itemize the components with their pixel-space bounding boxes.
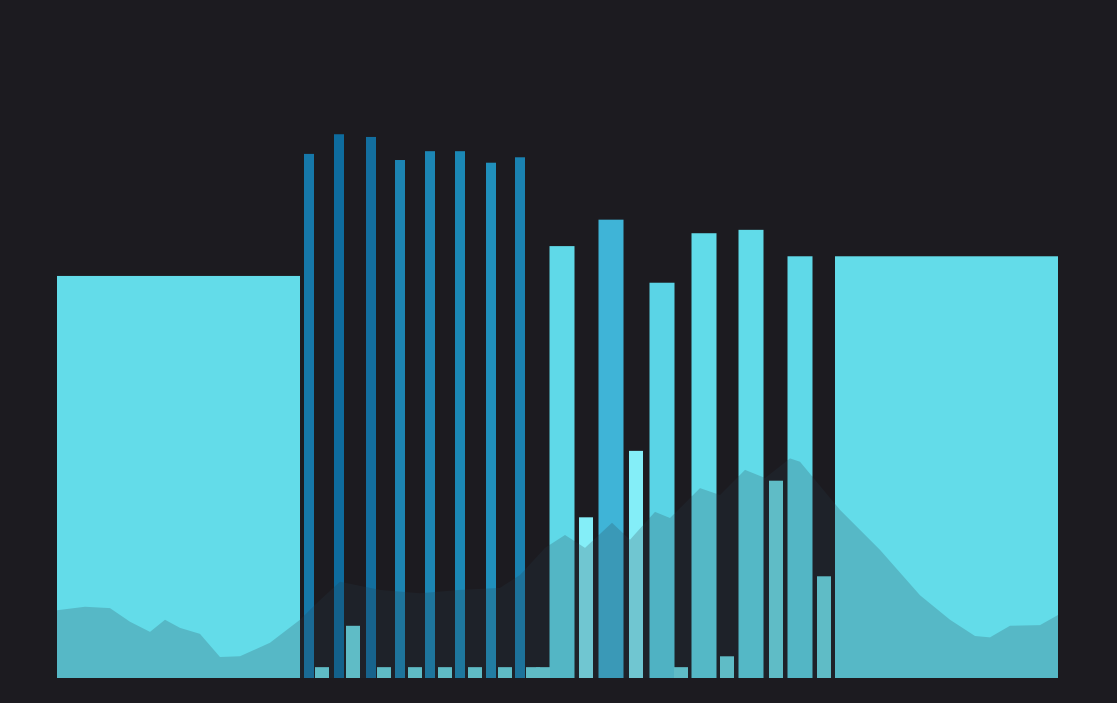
bar <box>835 256 1058 678</box>
bar <box>315 667 329 678</box>
bar <box>720 656 734 678</box>
bar <box>455 151 465 679</box>
bar <box>598 219 624 678</box>
bar <box>438 667 452 678</box>
bar <box>674 667 688 678</box>
bar <box>377 667 391 678</box>
bar <box>691 233 717 678</box>
bar <box>629 450 643 678</box>
bar <box>304 153 314 678</box>
bar <box>346 625 360 678</box>
bar <box>57 275 300 678</box>
bar <box>486 162 496 679</box>
bar <box>515 157 525 678</box>
bar <box>468 667 482 678</box>
bar <box>536 667 550 678</box>
bar <box>579 517 593 678</box>
bar <box>649 282 675 678</box>
bar <box>366 136 376 678</box>
bar <box>408 667 422 678</box>
bar <box>549 246 575 678</box>
bar <box>738 229 764 679</box>
bar <box>334 134 344 678</box>
bar <box>817 576 831 678</box>
bar <box>425 151 435 679</box>
area <box>57 458 1058 678</box>
bar <box>787 256 813 678</box>
bar <box>498 667 512 678</box>
bar <box>395 160 405 678</box>
bar <box>769 480 783 678</box>
bar <box>526 667 540 678</box>
